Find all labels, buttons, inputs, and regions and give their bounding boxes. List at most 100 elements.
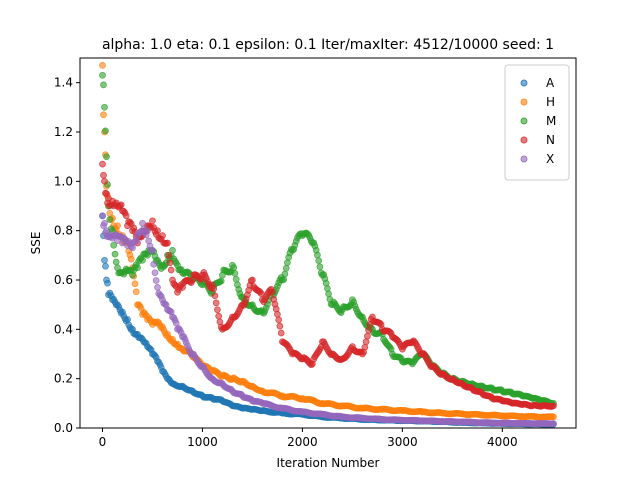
point-X [99,212,106,220]
point-N [274,310,281,318]
point-X [550,420,557,427]
point-M [217,277,225,285]
point-N [212,299,220,307]
x-tick-label: 2000 [287,435,318,449]
legend-label-A: A [546,76,555,90]
point-X [129,244,136,252]
point-N [364,332,371,340]
y-axis-ticks: 0.0 0.2 0.4 0.6 0.8 1.0 1.2 1.4 [54,76,80,435]
point-M [280,276,288,283]
point-M [231,270,239,277]
point-M [102,127,109,135]
legend-label-X: X [546,152,554,166]
y-tick-label: 0.0 [54,421,73,435]
y-axis-label: SSE [29,232,43,255]
point-M [315,257,323,265]
point-N [550,402,557,410]
point-M [134,264,141,272]
point-N [277,329,285,337]
point-H [100,111,107,119]
point-M [282,264,290,272]
point-M [100,81,107,89]
legend-label-M: M [546,114,556,128]
point-A [104,279,111,287]
point-N [269,288,276,296]
y-tick-label: 0.2 [54,372,73,386]
point-M [314,251,321,259]
y-tick-label: 0.4 [54,322,73,336]
point-N [167,266,175,274]
point-X [152,277,160,284]
point-N [275,316,283,324]
point-N [100,171,107,179]
point-M [139,256,146,264]
point-A [101,256,108,264]
legend-label-N: N [546,133,555,147]
x-axis-ticks: 0 1000 2000 3000 4000 [99,428,518,449]
points-layer [99,62,557,428]
point-M [99,71,106,79]
point-H [550,413,557,421]
point-N [276,322,284,330]
point-M [230,264,238,271]
point-N [99,160,106,168]
y-tick-label: 0.6 [54,273,73,287]
x-tick-label: 3000 [387,435,418,449]
point-N [249,276,256,284]
point-N [210,285,218,293]
point-H [114,222,121,230]
series-N [99,160,557,410]
point-X [149,247,156,254]
legend-box [504,64,570,181]
x-axis-label: Iteration Number [277,456,380,470]
point-M [324,285,331,292]
point-H [127,255,135,263]
point-N [164,239,171,247]
legend-marker-N [520,136,528,144]
point-M [232,275,240,283]
point-X [151,269,159,277]
y-tick-label: 1.4 [54,76,73,90]
point-N [211,292,219,300]
plot-frame [79,57,577,429]
point-M [103,153,110,161]
point-N [166,259,174,267]
point-N [101,177,108,185]
legend-label-H: H [546,95,555,109]
point-H [99,62,106,69]
point-X [154,284,161,291]
point-M [111,250,119,258]
point-X [139,219,146,227]
point-N [365,326,372,334]
point-X [172,319,180,327]
legend-marker-M [520,117,528,125]
point-N [215,312,223,320]
point-N [117,201,125,209]
y-tick-label: 1.2 [54,125,73,139]
point-A [102,262,109,270]
point-N [361,343,369,351]
point-N [154,227,161,235]
x-tick-label: 0 [99,435,107,449]
point-M [101,103,108,111]
point-M [316,263,324,271]
x-tick-label: 4000 [487,435,518,449]
point-H [132,288,140,296]
point-X [150,260,158,268]
point-N [165,252,173,259]
legend-marker-H [520,98,528,106]
point-H [131,280,139,288]
point-X [144,227,151,235]
point-M [281,270,289,278]
point-M [169,247,176,254]
series-M [99,71,557,408]
point-M [112,258,120,266]
point-N [159,232,166,239]
point-N [149,217,156,225]
point-N [362,338,370,346]
y-tick-label: 1.0 [54,174,73,188]
point-M [110,241,118,249]
point-N [122,212,130,220]
